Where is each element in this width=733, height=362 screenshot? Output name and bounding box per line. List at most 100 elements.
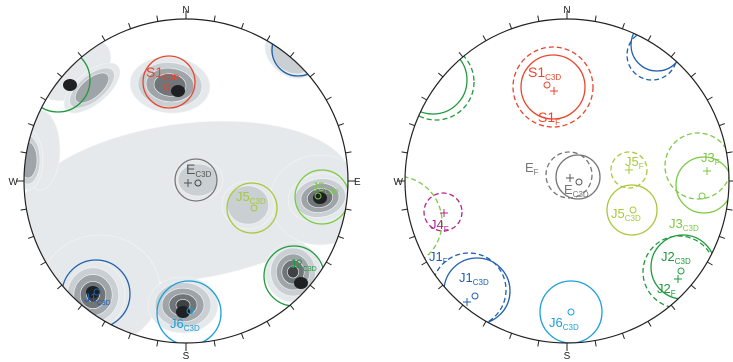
field-cone-circle [642,235,716,309]
label-s1-c3d: S1C3D [146,64,179,82]
label-j5-c3d: J5C3D [236,189,266,206]
tick-mark [594,15,597,22]
field-cone-circle [545,151,593,199]
density-contour [74,72,110,104]
tick-mark [326,96,332,101]
tick-mark [594,340,597,347]
c3d-cone-circle [555,154,601,200]
tick-mark [707,96,713,101]
tick-mark [670,304,676,311]
c3d-cone-circle [174,158,218,202]
label-j1-f: J1F [429,249,448,266]
tick-mark [482,35,487,41]
tick-mark [128,22,132,29]
tick-mark [338,235,345,239]
c3d-cone-circle [443,257,511,325]
pole-circle [567,308,575,316]
tick-mark [421,261,427,266]
tick-mark [537,340,540,347]
label-j3-c3d: J3C3D [669,216,699,233]
tick-mark [20,151,27,154]
tick-mark [128,333,132,340]
tick-mark [101,35,106,41]
label-s1-f: S1F [538,109,560,127]
tick-mark [56,72,63,78]
density-peak [176,306,190,318]
tick-mark [408,123,415,127]
tick-mark [101,321,106,327]
stereonet-comparison: N S W S1C3D S1F EF EC3D J5F J5C3D J3F J3… [373,0,733,362]
stereonet-comparison-svg: N S W S1C3D S1F EF EC3D J5F J5C3D J3F J3… [394,5,733,362]
tick-mark [156,340,159,347]
tick-mark [27,123,34,127]
tick-mark [690,72,697,78]
label-j5-f: J5F [625,154,644,171]
density-peak [63,79,77,91]
north-label: N [182,5,189,16]
tick-mark [482,321,487,327]
tick-mark [326,261,332,266]
tick-mark [719,235,726,239]
tick-mark [56,284,63,290]
stereonet-density-svg: N S E W S1C3D EC3D J5C3D J3C3D J2C3D J1C… [9,5,361,362]
c3d-cone-circle [405,45,468,115]
pole-circle [698,192,706,200]
field-cone-circle [405,175,443,269]
tick-mark [156,15,159,22]
tick-mark [690,284,697,290]
c3d-cone-circle [294,169,348,225]
pole-circle [471,292,479,300]
east-label: E [354,177,361,188]
density-contour [264,31,316,79]
label-j2-f: J2F [657,281,676,298]
field-cone-circle [405,43,475,121]
tick-marks [397,11,733,351]
tick-mark [726,151,733,154]
label-j1-c3d: J1C3D [459,270,489,287]
field-cone-circle [664,132,729,200]
tick-mark [40,96,46,101]
label-e-c3d: EC3D [564,182,589,199]
pole-circle [186,307,194,315]
tick-mark [719,123,726,127]
tick-mark [408,235,415,239]
tick-mark [726,208,733,211]
tick-mark [266,35,271,41]
tick-mark [77,304,83,311]
tick-mark [240,333,244,340]
south-label: S [564,351,571,362]
tick-mark [421,96,427,101]
tick-mark [621,333,625,340]
label-j4-f: J4F [430,217,449,234]
cones-c3d-vs-field [405,19,729,343]
tick-mark [240,22,244,29]
tick-mark [20,208,27,211]
density-contour [287,265,299,279]
c3d-cone-circle [539,280,603,343]
field-cone-circle [423,192,463,232]
c3d-cone-circle [156,280,222,343]
tick-mark [77,51,83,58]
tick-mark [647,35,652,41]
pole-circle [194,179,202,187]
tick-mark [707,261,713,266]
south-label: S [183,351,190,362]
tick-mark [670,51,676,58]
tick-mark [647,321,652,327]
c3d-cone-circle [226,182,278,234]
tick-mark [338,123,345,127]
density-peak [294,277,308,289]
tick-mark [213,340,216,347]
tick-marks [16,11,356,351]
primitive-circle [404,18,730,344]
label-j6-c3d: J6C3D [170,316,200,333]
tick-mark [309,284,316,290]
label-j3-f: J3F [701,150,720,167]
c3d-cone-circle [142,55,196,109]
c3d-cone-circle [520,54,586,120]
tick-mark [309,72,316,78]
pole-circle [543,81,551,89]
tick-mark [40,261,46,266]
tick-mark [266,321,271,327]
c3d-cone-circle [675,156,729,214]
